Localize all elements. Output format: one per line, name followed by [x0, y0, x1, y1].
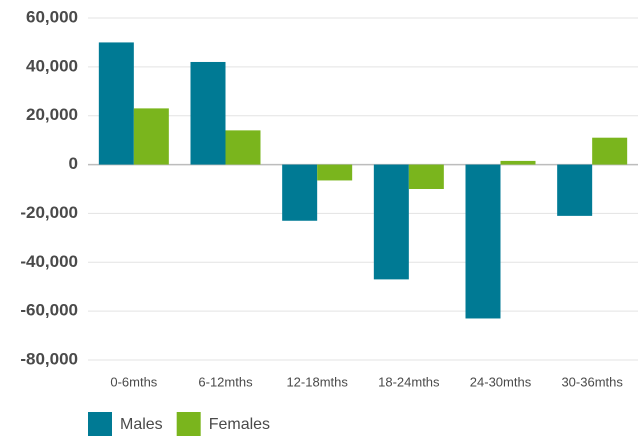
- x-tick-label: 30-36mths: [561, 374, 623, 389]
- bar: [465, 164, 501, 319]
- bar: [225, 130, 261, 165]
- bar: [373, 164, 409, 280]
- bar: [408, 164, 444, 189]
- x-tick-label: 24-30mths: [470, 374, 532, 389]
- y-tick-label: -80,000: [20, 349, 78, 368]
- y-tick-label: 40,000: [26, 56, 78, 75]
- bar: [190, 61, 226, 165]
- y-tick-label: 60,000: [26, 7, 78, 26]
- y-tick-label: -20,000: [20, 203, 78, 222]
- bar: [133, 108, 169, 165]
- y-tick-label: -60,000: [20, 301, 78, 320]
- bar: [98, 42, 134, 165]
- legend-swatch: [88, 412, 112, 436]
- x-tick-label: 18-24mths: [378, 374, 440, 389]
- y-tick-label: 20,000: [26, 105, 78, 124]
- legend-swatch: [176, 412, 201, 436]
- x-tick-label: 0-6mths: [110, 374, 157, 389]
- x-tick-label: 12-18mths: [286, 374, 348, 389]
- bar: [317, 164, 353, 181]
- legend-label: Males: [120, 416, 163, 433]
- legend-label: Females: [209, 416, 270, 433]
- bar: [282, 164, 318, 221]
- y-tick-label: -40,000: [20, 252, 78, 271]
- bar: [592, 137, 628, 165]
- bar: [500, 160, 536, 165]
- y-tick-label: 0: [69, 154, 78, 173]
- bar: [557, 164, 593, 216]
- x-tick-label: 6-12mths: [198, 374, 253, 389]
